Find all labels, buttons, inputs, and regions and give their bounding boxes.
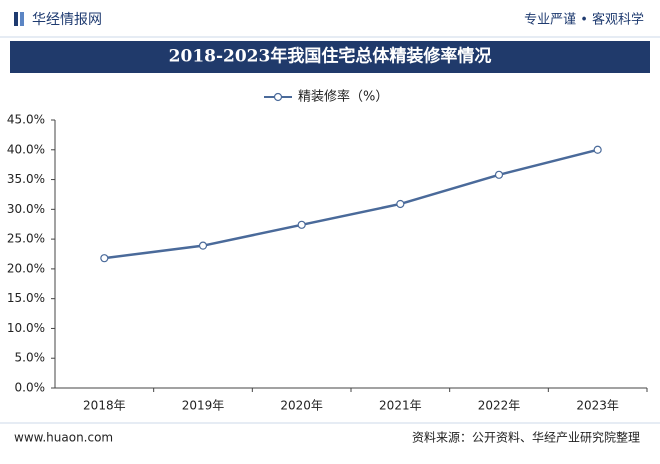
top-bar bbox=[0, 0, 660, 37]
y-tick-label: 25.0% bbox=[7, 232, 45, 246]
slogan: 专业严谨 • 客观科学 bbox=[524, 12, 644, 28]
logo-icon bbox=[20, 12, 24, 26]
y-tick-label: 5.0% bbox=[15, 351, 46, 365]
y-tick-label: 40.0% bbox=[7, 142, 45, 156]
y-tick-label: 10.0% bbox=[7, 321, 45, 335]
x-tick-label: 2020年 bbox=[280, 399, 323, 413]
x-tick-label: 2018年 bbox=[83, 399, 126, 413]
y-tick-label: 15.0% bbox=[7, 291, 45, 305]
data-point bbox=[100, 254, 109, 263]
x-tick-label: 2021年 bbox=[379, 399, 422, 413]
footer-website: www.huaon.com bbox=[14, 431, 113, 445]
y-tick-label: 30.0% bbox=[7, 202, 45, 216]
y-tick-label: 45.0% bbox=[7, 113, 45, 127]
y-tick-label: 20.0% bbox=[7, 261, 45, 275]
y-tick-label: 0.0% bbox=[15, 381, 46, 395]
x-tick-label: 2022年 bbox=[478, 399, 521, 413]
chart-title: 2018-2023年我国住宅总体精装修率情况 bbox=[169, 46, 492, 67]
title-bar bbox=[10, 41, 650, 73]
logo: 华经情报网 bbox=[32, 12, 102, 28]
y-tick-label: 35.0% bbox=[7, 172, 45, 186]
x-tick-label: 2019年 bbox=[182, 399, 225, 413]
legend-marker bbox=[273, 92, 283, 102]
data-point bbox=[396, 199, 405, 209]
legend-label: 精装修率（%） bbox=[298, 89, 388, 105]
logo-icon bbox=[14, 12, 18, 26]
data-point bbox=[198, 241, 208, 250]
x-tick-label: 2023年 bbox=[576, 399, 619, 413]
data-point bbox=[494, 170, 504, 179]
footer-source: 资料来源：公开资料、华经产业研究院整理 bbox=[412, 430, 640, 445]
series-line bbox=[104, 148, 598, 260]
data-point bbox=[297, 220, 306, 229]
data-point bbox=[593, 145, 602, 154]
legend: 精装修率（%） bbox=[264, 89, 388, 105]
